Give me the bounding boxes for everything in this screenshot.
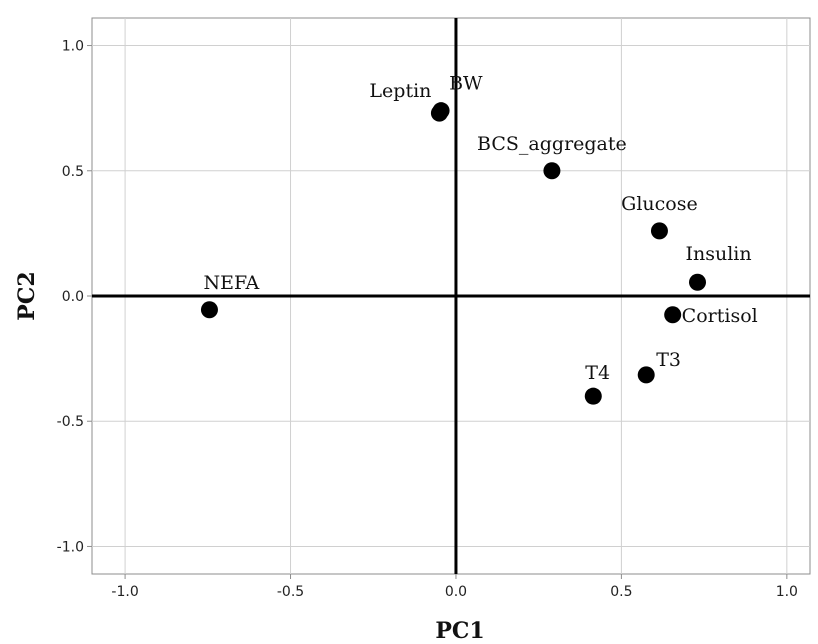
x-tick-label: -1.0 (111, 584, 138, 600)
y-axis-title: PC2 (14, 271, 40, 320)
point-label-nefa: NEFA (203, 272, 259, 294)
point-nefa (200, 301, 218, 319)
point-label-cortisol: Cortisol (682, 305, 758, 327)
point-label-leptin: Leptin (369, 80, 431, 102)
data-points (200, 102, 707, 405)
point-insulin (689, 273, 707, 291)
point-label-bcs-aggregate: BCS_aggregate (477, 133, 627, 155)
y-tick-label: 0.5 (62, 164, 84, 180)
point-label-t4: T4 (585, 362, 610, 384)
zero-axes (92, 18, 810, 574)
tick-labels: -1.0 -0.5 0.0 0.5 1.0 1.0 0.5 0.0 -0.5 -1.0 (57, 39, 798, 600)
x-tick-label: 0.5 (610, 584, 632, 600)
point-cortisol (664, 306, 682, 324)
point-label-insulin: Insulin (686, 243, 752, 265)
x-tick-label: 1.0 (776, 584, 798, 600)
point-label-t3: T3 (656, 349, 681, 371)
x-axis-title: PC1 (435, 618, 484, 644)
gridlines (92, 18, 810, 574)
point-labels: Leptin BW BCS_aggregate Glucose Insulin Corti… (203, 73, 757, 385)
point-t3 (637, 366, 655, 384)
point-label-glucose: Glucose (621, 193, 698, 215)
point-bcs-aggregate (543, 162, 561, 180)
x-tick-label: 0.0 (445, 584, 467, 600)
x-tick-label: -0.5 (277, 584, 304, 600)
point-glucose (650, 222, 668, 240)
y-tick-label: 1.0 (62, 39, 84, 55)
y-tick-label: -0.5 (57, 414, 84, 430)
point-bw (432, 102, 450, 120)
y-tick-label: -1.0 (57, 539, 84, 555)
point-label-bw: BW (449, 73, 483, 95)
y-tick-label: 0.0 (62, 289, 84, 305)
point-t4 (584, 387, 602, 405)
